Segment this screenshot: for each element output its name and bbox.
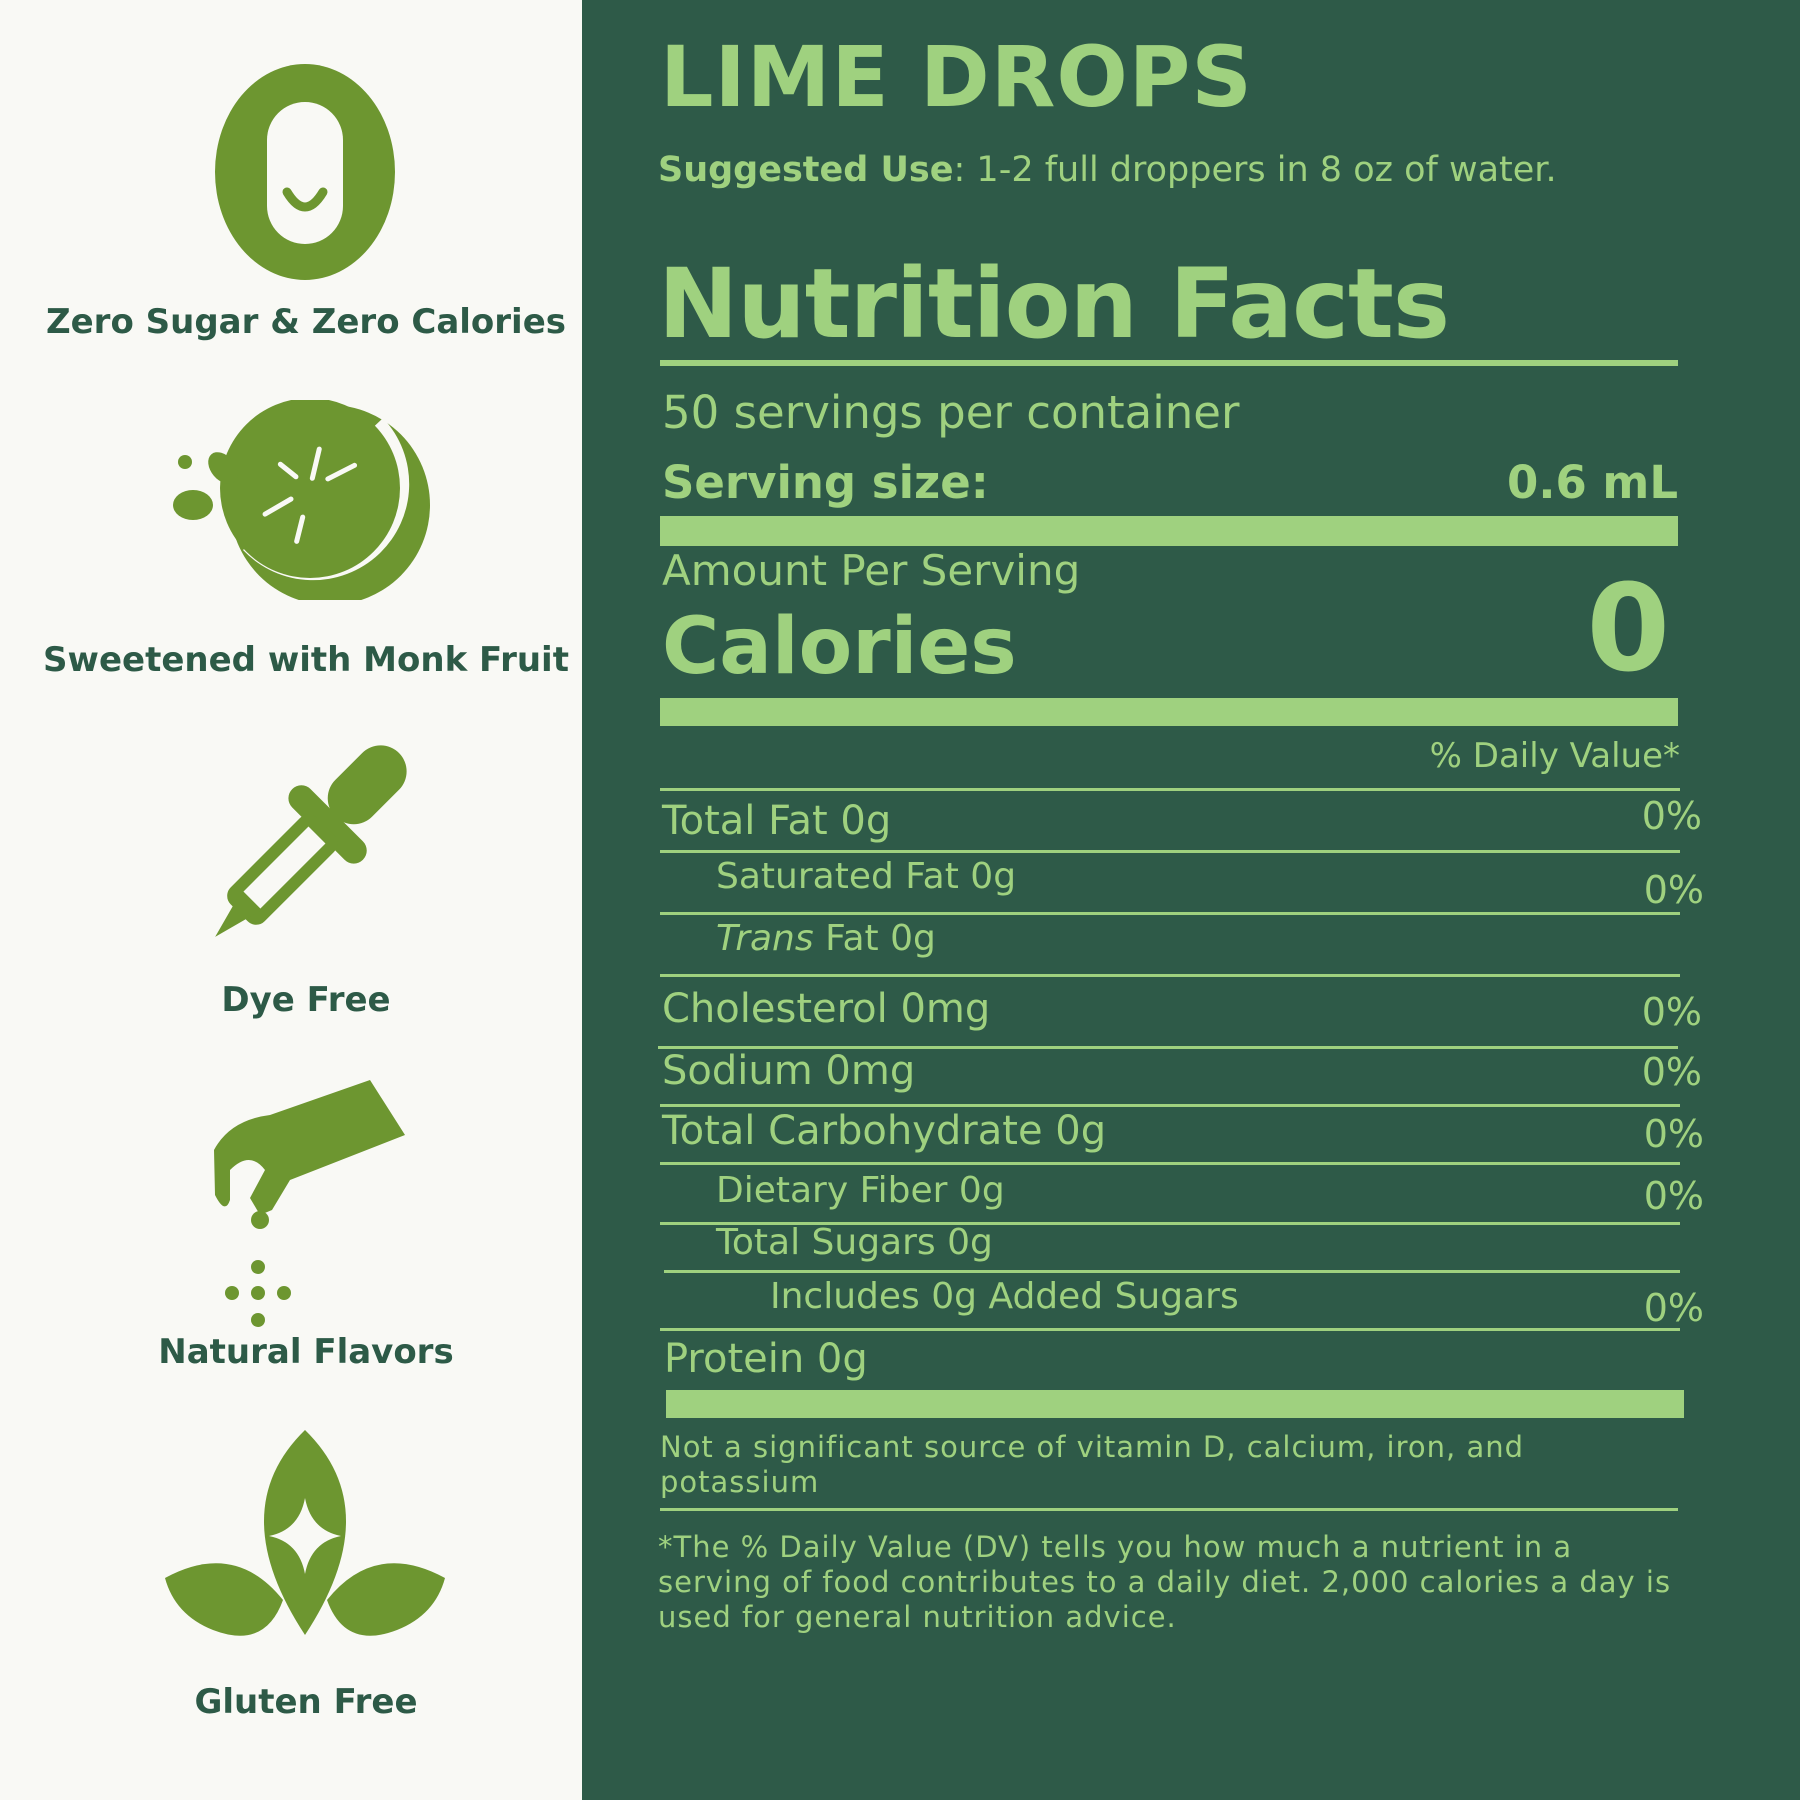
protein-rule-thick bbox=[666, 1390, 1684, 1418]
nutrient-name-trans-fat: Trans Fat 0g bbox=[716, 918, 936, 959]
pinching-hand-icon bbox=[214, 1080, 405, 1327]
amount-per-serving: Amount Per Serving bbox=[662, 546, 1081, 595]
title-rule bbox=[660, 360, 1678, 366]
features-panel: Zero Sugar & Zero Calories Sweetened wit… bbox=[0, 0, 582, 1800]
nutrition-panel: LIME DROPS Suggested Use: 1-2 full dropp… bbox=[582, 0, 1800, 1800]
feature-label: Zero Sugar & Zero Calories bbox=[45, 302, 567, 342]
nutrient-dv: 0% bbox=[1643, 1112, 1704, 1156]
lime-slice-icon bbox=[173, 400, 430, 600]
feature-label: Dye Free bbox=[221, 980, 391, 1020]
nutrient-dv: 0% bbox=[1641, 1050, 1702, 1094]
suggested-use-text: : 1-2 full droppers in 8 oz of water. bbox=[953, 150, 1557, 190]
row-rule bbox=[660, 788, 1680, 791]
feature-label: Gluten Free bbox=[194, 1682, 418, 1722]
feature-label: Sweetened with Monk Fruit bbox=[43, 640, 569, 680]
row-rule bbox=[660, 1328, 1680, 1331]
nutrient-dv: 0% bbox=[1643, 868, 1704, 912]
nutrient-dv: 0% bbox=[1641, 794, 1702, 838]
nutrient-name: Includes 0g Added Sugars bbox=[770, 1276, 1239, 1317]
nutrient-dv: 0% bbox=[1641, 990, 1702, 1034]
not-significant-note: Not a significant source of vitamin D, c… bbox=[660, 1430, 1525, 1499]
nutrient-name: Saturated Fat 0g bbox=[716, 856, 1017, 897]
serving-size-label: Serving size: bbox=[662, 456, 989, 509]
nutrient-dv: 0% bbox=[1643, 1286, 1704, 1330]
nutrient-name: Sodium 0mg bbox=[662, 1048, 916, 1094]
row-rule bbox=[660, 1222, 1680, 1225]
trans-italic: Trans bbox=[716, 918, 814, 959]
daily-value-header: % Daily Value* bbox=[1429, 736, 1680, 776]
nutrition-facts-title: Nutrition Facts bbox=[658, 248, 1450, 360]
calories-label: Calories bbox=[662, 602, 1017, 692]
feature-gluten-free: Gluten Free bbox=[0, 1360, 582, 1800]
note-rule bbox=[660, 1508, 1678, 1511]
nutrient-dv: 0% bbox=[1643, 1174, 1704, 1218]
suggested-use: Suggested Use: 1-2 full droppers in 8 oz… bbox=[658, 150, 1557, 190]
nutrient-name: Dietary Fiber 0g bbox=[716, 1170, 1005, 1211]
row-rule bbox=[660, 1104, 1680, 1107]
nutrient-name: Total Carbohydrate 0g bbox=[662, 1108, 1107, 1154]
feature-monk-fruit: Sweetened with Monk Fruit bbox=[0, 340, 582, 680]
feature-label: Natural Flavors bbox=[158, 1332, 454, 1372]
row-rule bbox=[660, 912, 1680, 915]
dropper-icon bbox=[215, 745, 407, 937]
row-rule bbox=[664, 1270, 1680, 1273]
nutrient-name: Total Sugars 0g bbox=[716, 1222, 993, 1263]
daily-value-footnote: *The % Daily Value (DV) tells you how mu… bbox=[658, 1530, 1672, 1634]
suggested-use-label: Suggested Use bbox=[658, 150, 954, 190]
servings-per-container: 50 servings per container bbox=[662, 386, 1240, 439]
row-rule bbox=[660, 974, 1680, 977]
nutrient-name: Total Fat 0g bbox=[662, 798, 892, 844]
zero-smile-icon bbox=[215, 64, 395, 280]
nutrient-name: Cholesterol 0mg bbox=[662, 986, 991, 1032]
serving-rule-thick bbox=[660, 516, 1678, 546]
calories-value: 0 bbox=[1586, 560, 1671, 699]
calories-rule-thick bbox=[660, 698, 1678, 726]
trans-rest: Fat 0g bbox=[813, 918, 936, 959]
sparkle-leaves-icon bbox=[165, 1430, 445, 1636]
serving-size-value: 0.6 mL bbox=[1507, 456, 1678, 509]
feature-natural-flavors: Natural Flavors bbox=[0, 1020, 582, 1372]
feature-zero-sugar: Zero Sugar & Zero Calories bbox=[0, 0, 582, 342]
nutrient-name: Protein 0g bbox=[664, 1336, 868, 1382]
row-rule bbox=[660, 850, 1680, 853]
row-rule bbox=[660, 1162, 1680, 1165]
product-name: LIME DROPS bbox=[660, 28, 1253, 126]
row-rule bbox=[658, 1046, 1678, 1049]
feature-dye-free: Dye Free bbox=[0, 680, 582, 1020]
